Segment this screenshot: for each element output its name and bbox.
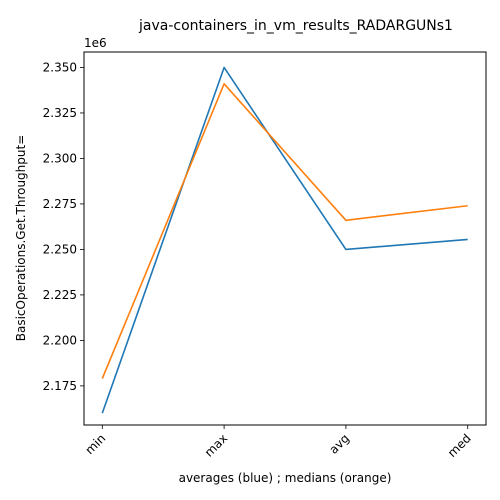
y-tick-label: 2.175 <box>43 379 77 393</box>
y-axis-scale-label: 1e6 <box>84 36 107 50</box>
y-tick-label: 2.350 <box>43 61 77 75</box>
series-line-1 <box>101 83 468 379</box>
chart-title: java-containers_in_vm_results_RADARGUNs1 <box>138 18 453 34</box>
x-tick-label: min <box>83 431 109 457</box>
x-axis-ticks: min max avg med <box>83 425 474 460</box>
x-axis-label: averages (blue) ; medians (orange) <box>179 471 392 485</box>
x-tick-label: max <box>202 431 230 459</box>
y-tick-label: 2.200 <box>43 334 77 348</box>
y-axis-ticks: 2.175 2.200 2.225 2.250 2.275 2.300 2.325 2.350 <box>43 61 84 393</box>
y-tick-label: 2.300 <box>43 152 77 166</box>
plot-lines <box>101 66 468 414</box>
y-tick-label: 2.325 <box>43 106 77 120</box>
x-tick-label: avg <box>327 431 353 457</box>
series-line-0 <box>101 66 468 414</box>
plot-frame <box>83 51 487 426</box>
x-tick-label: med <box>445 431 474 460</box>
y-tick-label: 2.250 <box>43 243 77 257</box>
y-tick-label: 2.275 <box>43 197 77 211</box>
y-tick-label: 2.225 <box>43 288 77 302</box>
y-axis-label: BasicOperations.Get.Throughput= <box>14 135 28 342</box>
